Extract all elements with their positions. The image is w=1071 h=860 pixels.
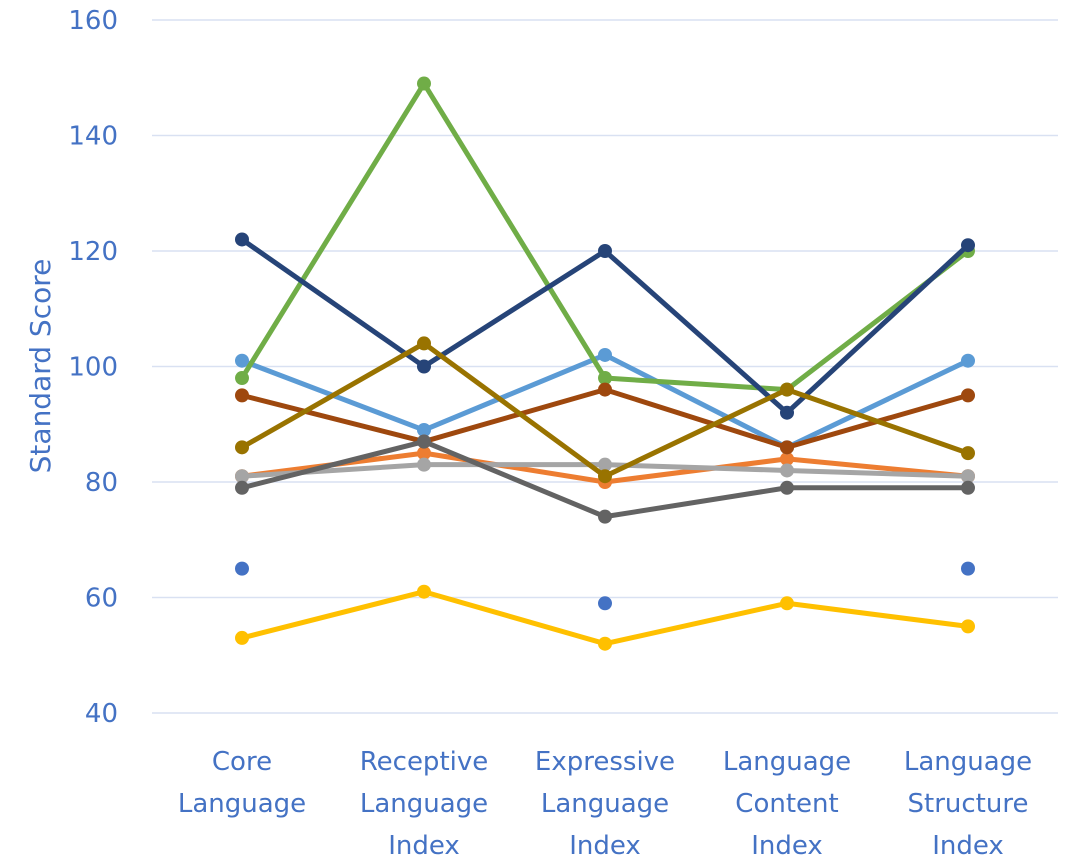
data-point xyxy=(417,336,431,351)
data-point xyxy=(780,405,794,420)
data-point xyxy=(961,561,975,576)
data-point xyxy=(417,76,431,91)
y-tick-label: 160 xyxy=(68,6,118,36)
data-point xyxy=(417,457,431,472)
data-point xyxy=(961,469,975,484)
data-point xyxy=(417,359,431,374)
x-axis-ticks: Core Language Receptive Language Index Expres… xyxy=(178,747,1032,860)
data-point xyxy=(235,630,249,645)
series-10 xyxy=(235,336,975,484)
series-1 xyxy=(235,561,975,611)
data-point xyxy=(598,509,612,524)
series-line xyxy=(239,387,971,450)
series-5 xyxy=(235,347,975,455)
data-point xyxy=(961,238,975,253)
series-7 xyxy=(235,232,975,420)
series-4 xyxy=(235,584,975,651)
y-tick-label: 40 xyxy=(85,699,118,729)
data-point xyxy=(235,371,249,386)
y-axis-title: Standard Score xyxy=(24,259,57,474)
data-point xyxy=(598,469,612,484)
data-point xyxy=(961,446,975,461)
data-point xyxy=(235,469,249,484)
data-point xyxy=(780,463,794,478)
x-tick-label: Core Language xyxy=(178,747,306,819)
data-point xyxy=(780,480,794,495)
data-point xyxy=(780,440,794,455)
y-tick-label: 120 xyxy=(68,237,118,267)
data-point xyxy=(417,423,431,438)
y-tick-label: 80 xyxy=(85,468,118,498)
x-tick-label: Expressive Language Index xyxy=(535,747,675,860)
series-group xyxy=(235,76,975,651)
data-point xyxy=(598,371,612,386)
data-point xyxy=(780,596,794,611)
data-point xyxy=(417,584,431,599)
data-point xyxy=(598,347,612,362)
data-point xyxy=(961,388,975,403)
data-point xyxy=(780,382,794,397)
data-point xyxy=(235,480,249,495)
data-point xyxy=(417,434,431,449)
y-tick-label: 60 xyxy=(85,584,118,614)
data-point xyxy=(961,619,975,634)
data-point xyxy=(780,451,794,466)
x-tick-label: Receptive Language Index xyxy=(360,747,489,860)
data-point xyxy=(961,353,975,368)
data-point xyxy=(235,232,249,247)
data-point xyxy=(598,457,612,472)
data-point xyxy=(598,244,612,258)
series-line xyxy=(239,340,971,479)
series-9 xyxy=(235,434,975,524)
series-line xyxy=(239,352,971,450)
data-point xyxy=(235,561,249,576)
y-tick-label: 140 xyxy=(68,122,118,152)
data-point xyxy=(417,446,431,461)
y-axis-ticks: 40 60 80 100 120 140 160 xyxy=(68,6,118,729)
data-point xyxy=(235,353,249,368)
y-tick-label: 100 xyxy=(68,353,118,383)
x-tick-label: Language Content Index xyxy=(723,747,851,860)
data-point xyxy=(598,596,612,611)
data-point xyxy=(598,382,612,397)
series-3 xyxy=(235,457,975,484)
data-point xyxy=(235,388,249,403)
x-tick-label: Language Structure Index xyxy=(904,747,1032,860)
data-point xyxy=(598,636,612,651)
data-point xyxy=(235,440,249,455)
data-point xyxy=(961,480,975,495)
